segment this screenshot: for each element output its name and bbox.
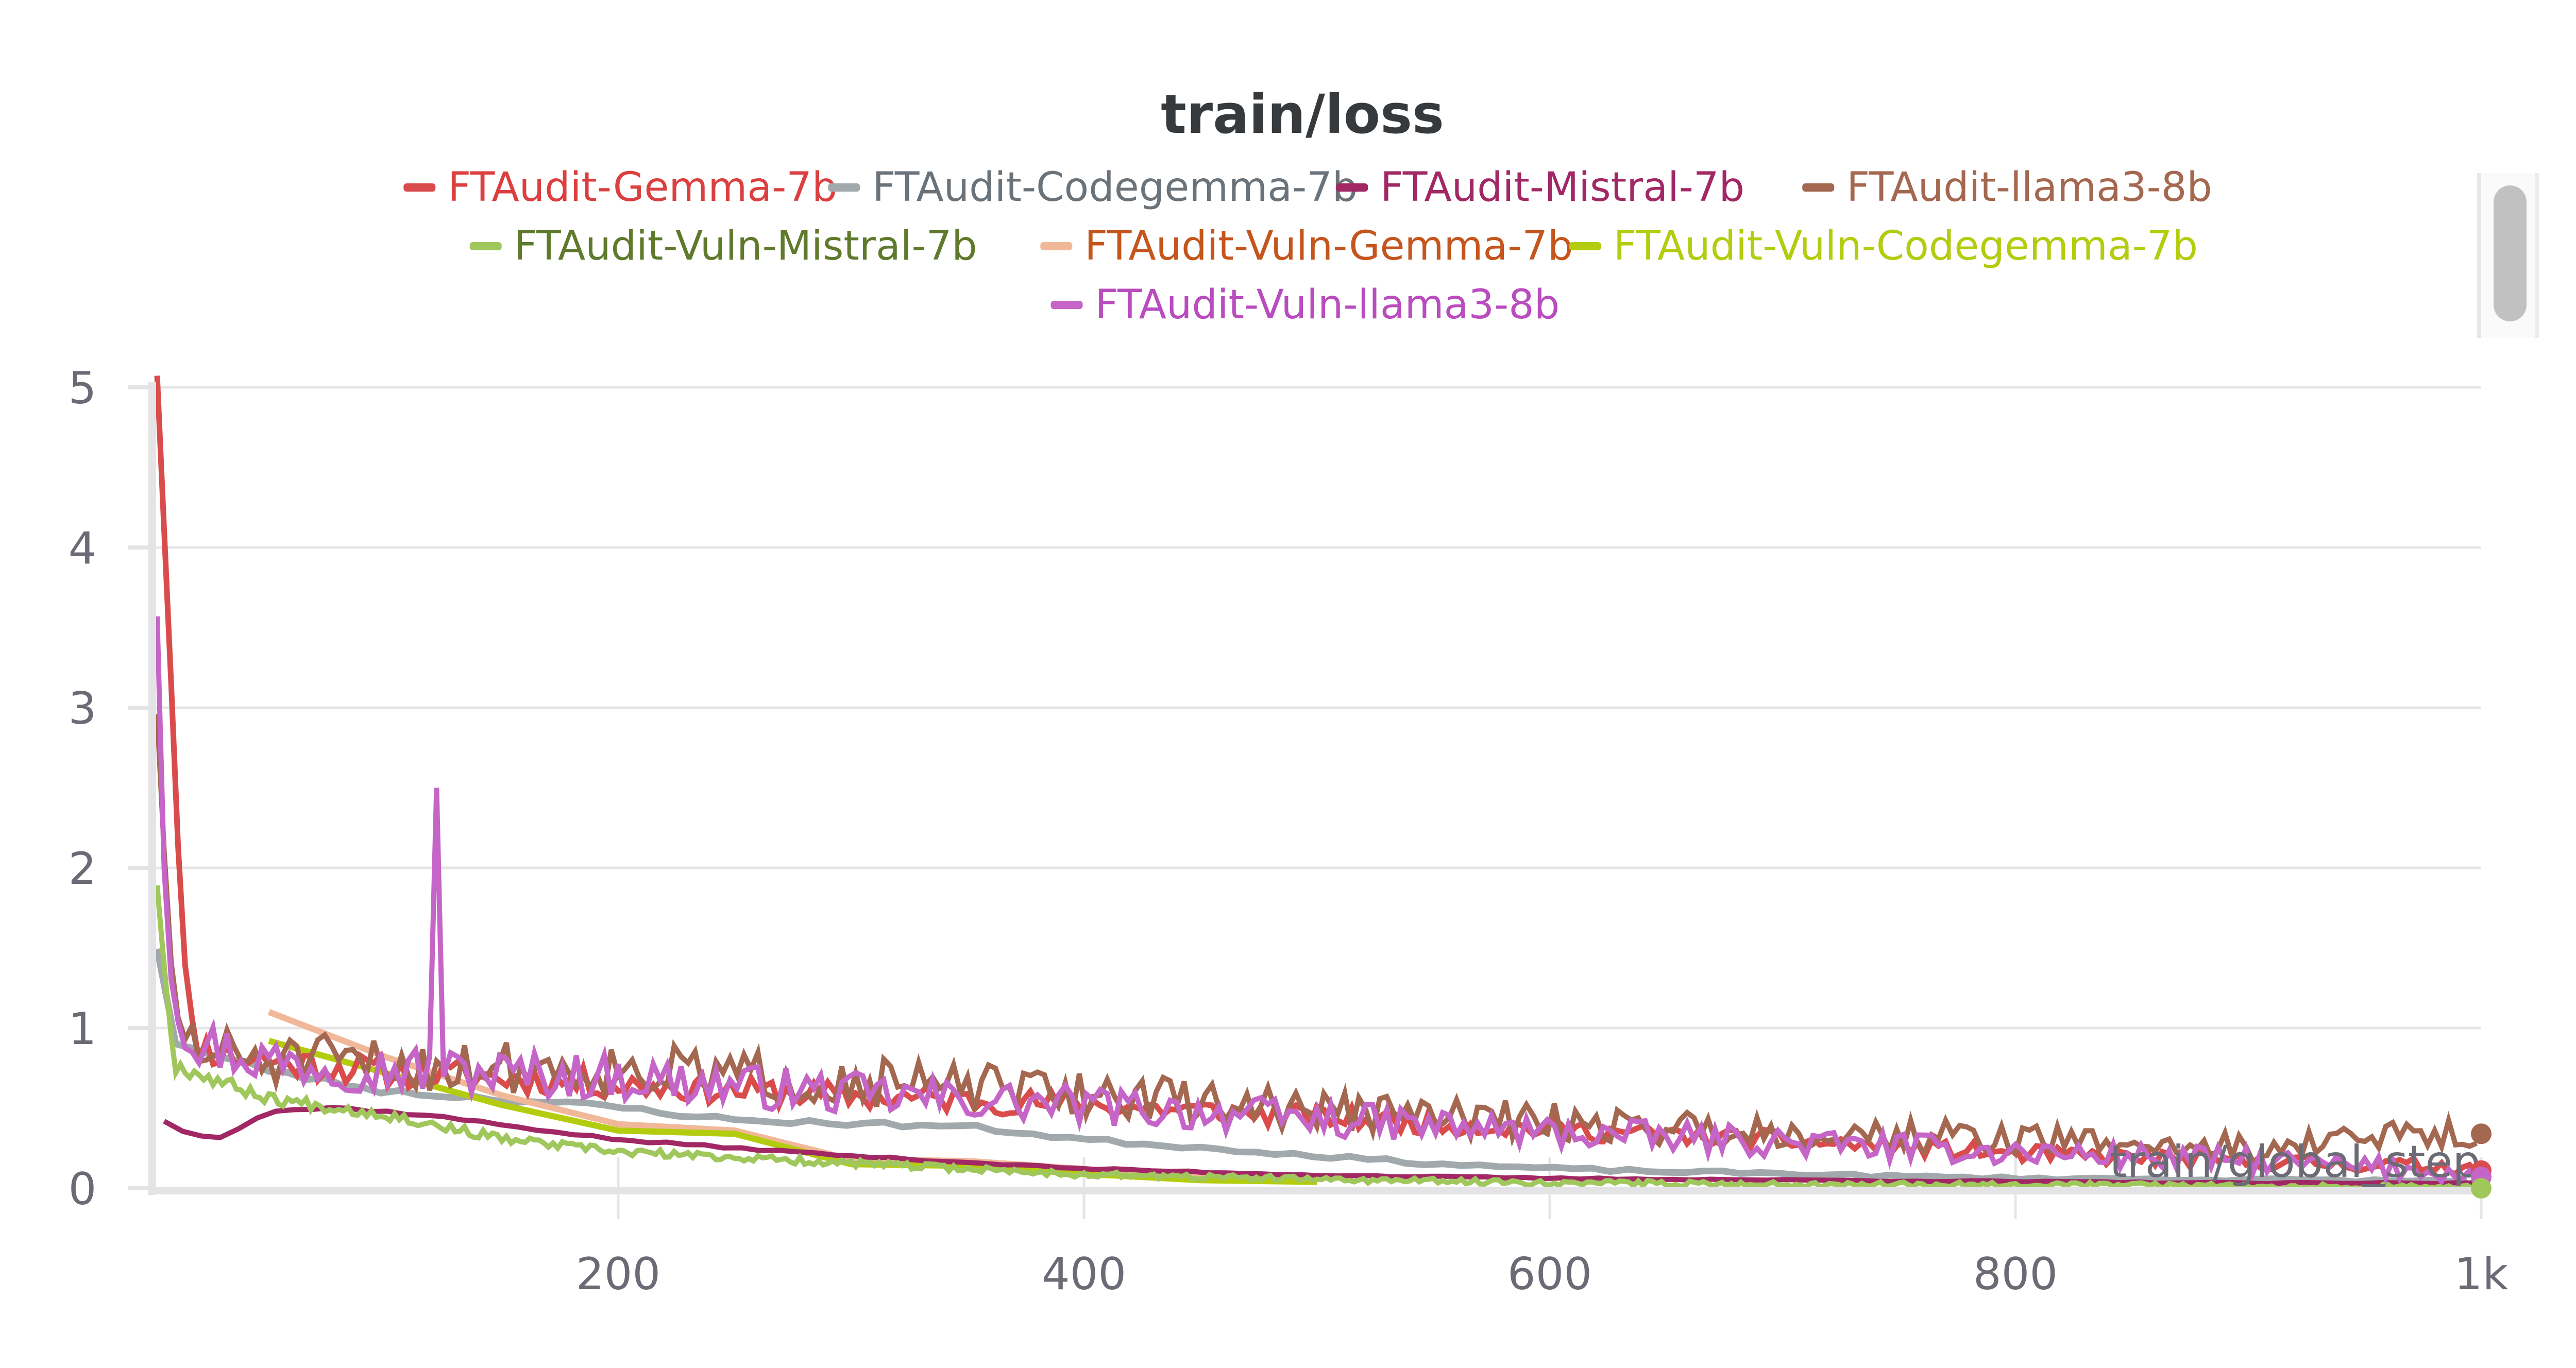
y-axis-line [148,382,156,1195]
series-line-ftaudit-vuln-mistral-7b[interactable] [155,885,2481,1191]
legend-item[interactable]: FTAudit-Vuln-Mistral-7b [469,223,977,269]
plot-series [154,375,2481,1191]
legend-label: FTAudit-Mistral-7b [1380,164,1744,211]
y-tick-label: 1 [69,1003,97,1055]
legend-item[interactable]: FTAudit-Vuln-Gemma-7b [1040,223,1573,269]
legend-scrollbar[interactable] [2477,173,2539,338]
legend-item[interactable]: FTAudit-Codegemma-7b [828,164,1358,211]
legend-label: FTAudit-llama3-8b [1846,164,2212,211]
x-axis-title: train/global_step [2110,1136,2481,1188]
chart-title: train/loss [1161,83,1444,146]
legend-swatch-icon [1336,183,1368,192]
axes: 0 1 2 3 4 5 200 400 600 800 1k [69,363,2509,1300]
legend-swatch-icon [1569,242,1601,250]
legend-swatch-icon [1050,301,1083,309]
legend-swatch-icon [1802,183,1835,192]
legend-item[interactable]: FTAudit-Vuln-llama3-8b [1050,282,1560,328]
scrollbar-thumb[interactable] [2494,185,2527,321]
legend-label: FTAudit-Codegemma-7b [872,164,1358,211]
legend: FTAudit-Gemma-7b FTAudit-Codegemma-7b FTAu… [403,164,2212,328]
legend-item[interactable]: FTAudit-Gemma-7b [403,164,837,211]
x-axis-line [152,1187,2481,1194]
legend-swatch-icon [403,183,436,192]
series-line-ftaudit-vuln-llama3-8b[interactable] [155,616,2477,1186]
series-line-ftaudit-llama3-8b[interactable] [155,714,2478,1166]
y-tick-label: 4 [69,523,97,574]
y-tick-label: 5 [69,363,97,414]
x-tick-label: 1k [2454,1249,2509,1300]
grid-lines [129,386,2483,1219]
legend-label: FTAudit-Vuln-llama3-8b [1095,282,1560,328]
x-tick-label: 200 [576,1249,660,1300]
x-tick-label: 400 [1042,1249,1126,1300]
end-marker-dot[interactable] [2471,1123,2492,1144]
y-tick-label: 0 [69,1164,97,1215]
legend-swatch-icon [469,242,502,250]
scrollbar-track-edge-left [2477,173,2481,338]
legend-item[interactable]: FTAudit-llama3-8b [1802,164,2212,211]
legend-swatch-icon [828,183,860,192]
legend-swatch-icon [1040,242,1073,250]
legend-item[interactable]: FTAudit-Mistral-7b [1336,164,1744,211]
x-tick-label: 600 [1507,1249,1592,1300]
x-tick-label: 800 [1973,1249,2058,1300]
y-tick-label: 2 [69,843,97,895]
end-markers [2471,1123,2492,1199]
end-marker-dot[interactable] [2471,1178,2492,1199]
scrollbar-track-edge-right [2535,173,2539,338]
legend-item[interactable]: FTAudit-Vuln-Codegemma-7b [1569,223,2198,269]
legend-label: FTAudit-Vuln-Mistral-7b [514,223,977,269]
legend-label: FTAudit-Vuln-Gemma-7b [1084,223,1573,269]
legend-label: FTAudit-Gemma-7b [448,164,837,211]
legend-label: FTAudit-Vuln-Codegemma-7b [1614,223,2198,269]
y-tick-label: 3 [69,683,97,734]
